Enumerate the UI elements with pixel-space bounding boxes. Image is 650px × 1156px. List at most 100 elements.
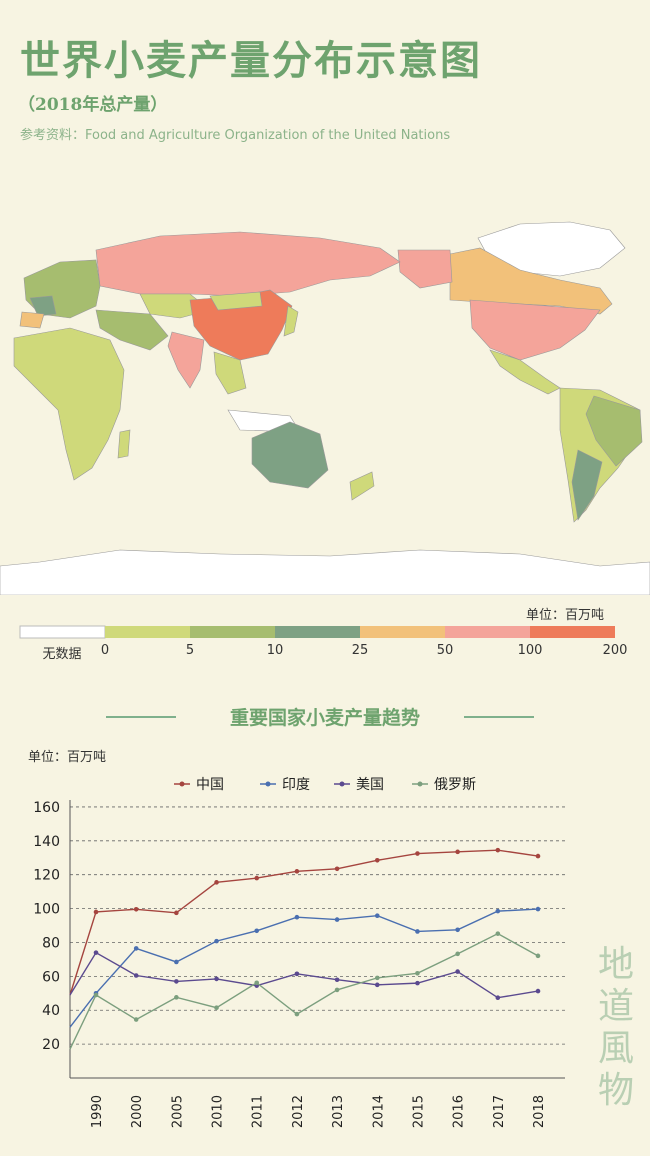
data-point [174, 979, 179, 984]
series-line [69, 849, 539, 996]
data-point [455, 951, 460, 957]
data-point [133, 946, 139, 951]
legend-label: 美国 [356, 777, 384, 793]
data-point [93, 992, 99, 998]
map-region-africa [13, 327, 125, 481]
y-tick-label: 100 [33, 902, 60, 918]
world-map [0, 210, 650, 595]
data-point [214, 976, 219, 982]
data-point [374, 982, 380, 988]
legend-swatch [190, 626, 275, 638]
x-tick-label: 2018 [532, 1095, 547, 1128]
legend-tick-label: 200 [603, 643, 628, 658]
map-region-mexico [489, 349, 561, 395]
legend-no-data-label: 无数据 [42, 647, 81, 662]
legend-marker [179, 781, 185, 787]
data-point [535, 906, 541, 912]
y-tick-label: 40 [42, 1003, 60, 1019]
brand-char: 物 [597, 1070, 634, 1111]
legend-swatch [105, 626, 190, 638]
data-point [214, 938, 219, 944]
data-point [174, 910, 179, 916]
y-tick-label: 140 [33, 834, 60, 850]
data-point [495, 908, 501, 914]
map-region-india [167, 331, 205, 389]
data-point [535, 988, 541, 994]
data-point [535, 953, 541, 959]
data-point [214, 880, 219, 885]
map-region-southeast-asia [213, 351, 247, 395]
legend-marker [339, 781, 345, 787]
legend-swatch [530, 626, 615, 638]
x-tick-label: 2010 [211, 1095, 226, 1128]
legend-tick-label: 10 [267, 643, 284, 658]
data-point [415, 980, 420, 986]
data-point [294, 1011, 300, 1017]
x-tick-label: 2017 [492, 1095, 507, 1128]
brand-char: 地 [597, 944, 634, 985]
section-rule-left [106, 716, 176, 718]
map-region-spain [19, 311, 45, 329]
data-point [334, 866, 340, 872]
map-region-new-zealand [349, 471, 375, 501]
data-point [334, 917, 340, 922]
map-region-argentina [571, 449, 603, 521]
section-rule-right [464, 716, 534, 718]
map-region-antarctica [0, 549, 650, 595]
data-point [455, 927, 460, 933]
data-point [495, 931, 501, 936]
brand-char: 風 [597, 1028, 634, 1069]
data-point [254, 980, 260, 986]
x-tick-label: 2014 [371, 1095, 386, 1128]
brand-mark: 地 道 風 物 [596, 944, 636, 1112]
map-region-japan [283, 305, 299, 337]
series-line [69, 932, 539, 1050]
x-tick-label: 2016 [452, 1095, 467, 1128]
y-tick-label: 60 [42, 969, 60, 985]
wheat-trend-chart: 中国 印度 美国 俄罗斯 20 40 60 80 100 120 140 160 1990 2000 200… [33, 777, 565, 1128]
legend-tick-label: 5 [186, 643, 194, 658]
map-region-middle-east [95, 309, 169, 351]
map-region-usa [469, 299, 601, 361]
map-region-australia [251, 421, 329, 489]
map-region-brazil [585, 395, 643, 467]
legend-marker [265, 781, 271, 787]
data-point [415, 929, 420, 934]
page-subtitle: （2018年总产量） [18, 95, 168, 115]
data-point [455, 849, 460, 855]
data-point [93, 909, 99, 915]
x-tick-label: 2012 [291, 1095, 306, 1128]
data-point [374, 858, 380, 863]
map-unit-label: 单位：百万吨 [526, 608, 605, 623]
legend-swatch [445, 626, 530, 638]
data-point [334, 987, 340, 993]
x-tick-label: 2000 [130, 1095, 145, 1128]
legend-tick-label: 25 [352, 643, 369, 658]
y-tick-label: 160 [33, 800, 60, 816]
data-point [535, 853, 541, 859]
data-point [133, 1017, 139, 1022]
chart-section-title: 重要国家小麦产量趋势 [229, 707, 420, 729]
chart-unit-label: 单位：百万吨 [28, 750, 107, 765]
data-point [495, 847, 501, 853]
map-region-france [29, 295, 57, 317]
x-tick-label: 2015 [411, 1095, 426, 1128]
y-tick-label: 120 [33, 868, 60, 884]
data-point [495, 995, 501, 1000]
legend-tick-label: 100 [518, 643, 543, 658]
data-point [254, 928, 260, 934]
legend-swatch [275, 626, 360, 638]
data-point [254, 875, 260, 881]
legend-label: 俄罗斯 [434, 777, 476, 793]
data-point [455, 969, 460, 974]
data-point [93, 950, 99, 955]
data-point [294, 971, 300, 977]
legend-swatch [360, 626, 445, 638]
legend-marker [417, 781, 423, 787]
map-legend: 无数据 0 5 10 25 50 100 200 [19, 625, 628, 662]
data-point [374, 975, 380, 981]
source-citation: 参考资料：Food and Agriculture Organization o… [20, 128, 451, 143]
legend-tick-label: 0 [101, 643, 109, 658]
legend-swatch [19, 625, 106, 639]
data-point [415, 851, 420, 856]
